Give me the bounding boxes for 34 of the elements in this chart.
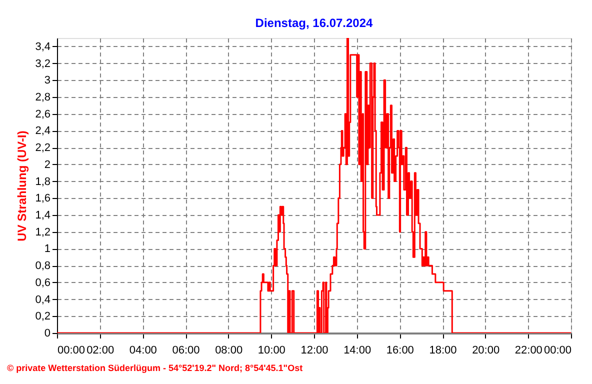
x-tick-label: 22:00 [514,344,542,356]
y-tick-label: 2 [44,158,50,171]
x-tick-label: 12:00 [300,344,328,356]
y-tick-label: 0,2 [35,310,50,323]
x-tick-label: 16:00 [386,344,414,356]
y-tick-label: 1,6 [35,192,50,205]
y-tick-label: 0 [44,328,50,340]
x-tick-label: 06:00 [172,344,200,356]
x-tick-label: 20:00 [472,344,500,356]
x-tick-label: 04:00 [129,344,157,356]
y-tick-label: 1,8 [35,176,50,188]
y-tick-label: 2,6 [35,108,50,120]
y-axis-title: UV Strahlung (UV-I) [15,130,30,242]
y-tick-label: 3,4 [35,40,50,53]
chart-title: Dienstag, 16.07.2024 [255,16,374,30]
y-tick-label: 2,8 [35,92,50,104]
text: © private Wetterstation Süderlügum - 54°52'19.2" Nord; 8°54'45.1"Ost [7,363,303,373]
y-tick-label: 2,4 [35,125,50,138]
y-tick-label: 3,2 [35,58,50,70]
y-tick-label: 1,4 [35,210,50,222]
y-tick-label: 3 [44,74,50,87]
y-tick-label: 0,4 [35,294,50,306]
x-tick-label: 18:00 [429,344,457,356]
x-tick-label: 00:00 [58,344,86,356]
x-tick-label: 08:00 [215,344,243,356]
y-tick-label: 0,8 [35,260,50,272]
x-tick-label: 10:00 [258,344,286,356]
y-tick-label: 1 [44,243,50,256]
y-tick-label: 2,2 [35,142,50,154]
x-tick-label: 00:00 [544,344,572,356]
y-tick-label: 0,6 [35,276,50,289]
x-tick-label: 02:00 [86,344,114,356]
y-tick-label: 1,2 [35,226,50,238]
x-tick-label: 14:00 [344,344,372,356]
